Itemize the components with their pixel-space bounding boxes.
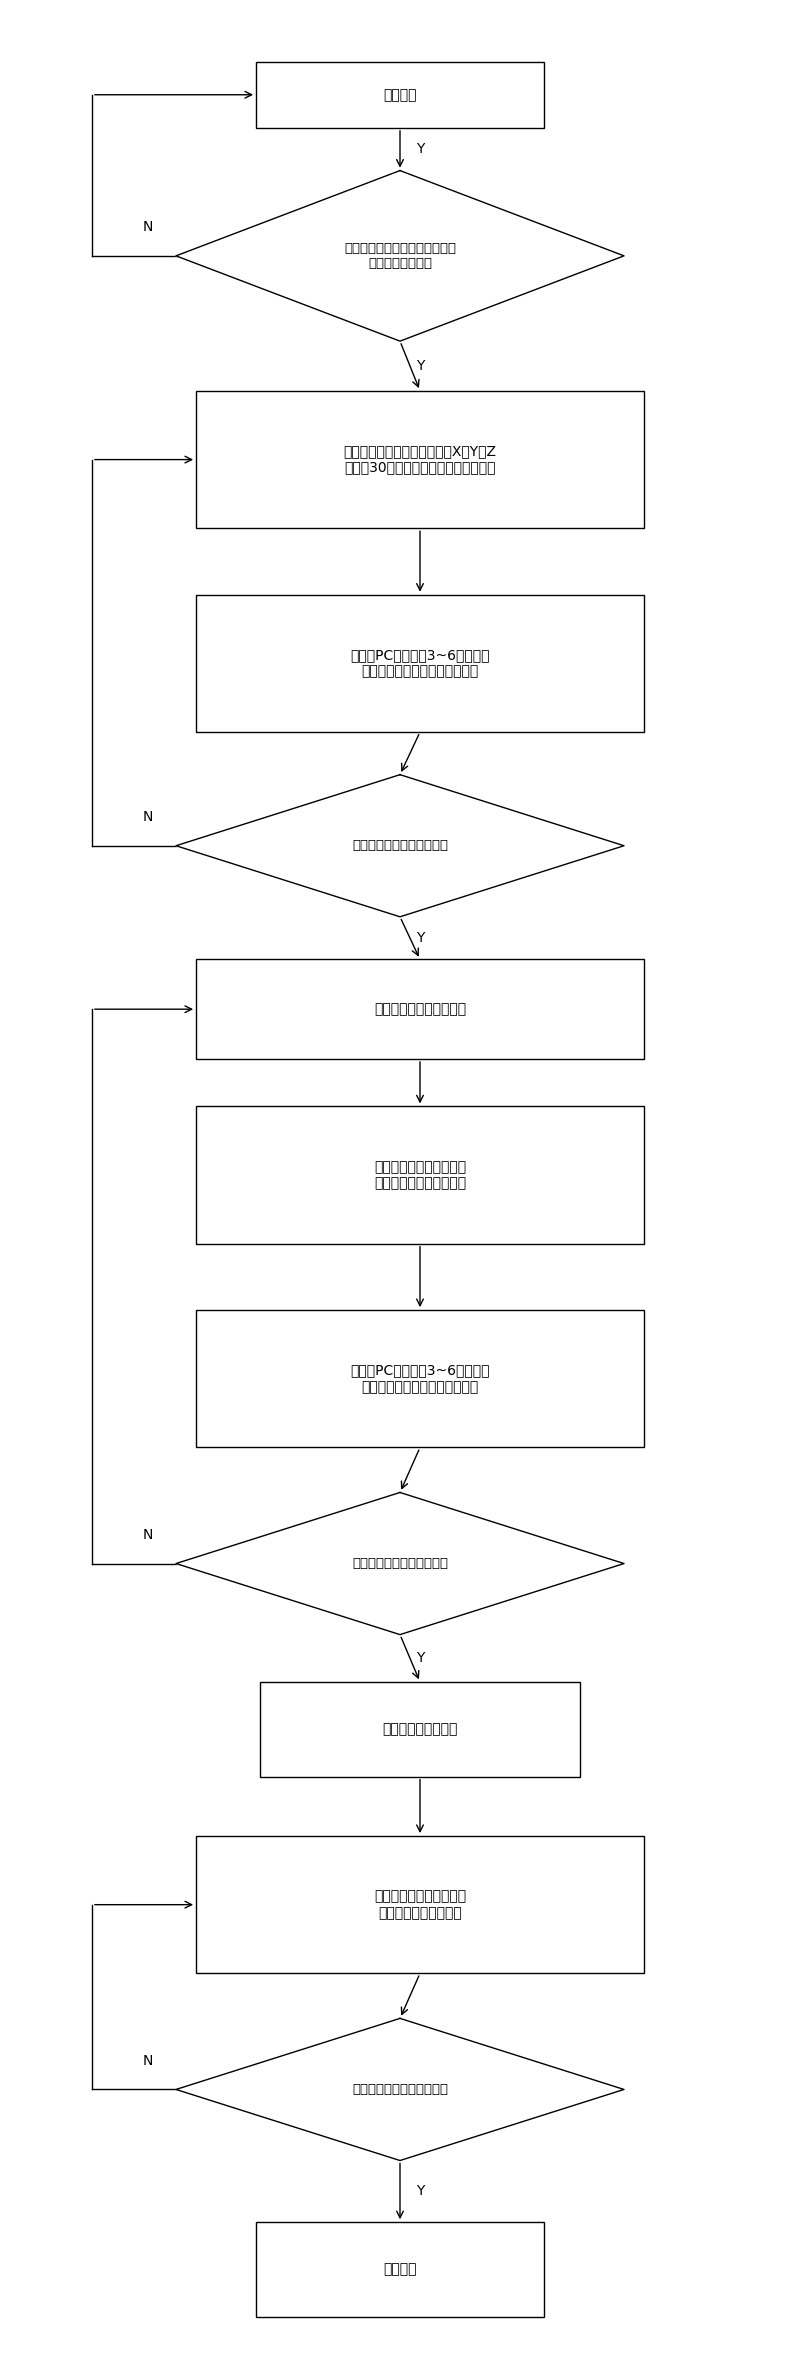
Polygon shape [176,775,624,917]
Text: 激光跟踪仪测量工具特征: 激光跟踪仪测量工具特征 [374,1002,466,1016]
Text: Y: Y [416,142,424,156]
Text: Y: Y [416,2184,424,2198]
Text: N: N [143,1528,153,1542]
Text: 标定完成: 标定完成 [383,2262,417,2277]
Text: N: N [143,2054,153,2068]
Text: Y: Y [416,1651,424,1665]
Bar [196,1310,644,1447]
Text: 系统评估：机器人、激光跟踪仪
全行程运动正常？: 系统评估：机器人、激光跟踪仪 全行程运动正常？ [344,242,456,270]
Text: N: N [143,810,153,824]
Text: 上位机PC拟合计算3~6个靶标在
机器人柔性工具坐标系下的位置: 上位机PC拟合计算3~6个靶标在 机器人柔性工具坐标系下的位置 [350,1365,490,1393]
Text: 系统自检: 系统自检 [383,88,417,102]
Bar [196,1836,644,1973]
Text: 标定评估：误差是否超差？: 标定评估：误差是否超差？ [352,2082,448,2097]
Text: Y: Y [416,931,424,945]
Text: 机器人分别绕末端手腕坐标系X、Y、Z
轴旋转30度激光跟踪仪测量靶标坐标值: 机器人分别绕末端手腕坐标系X、Y、Z 轴旋转30度激光跟踪仪测量靶标坐标值 [343,445,497,474]
Bar [256,62,544,128]
Text: 上位机PC拟合计算3~6个靶标在
机器人末端手腕坐标系下的位置: 上位机PC拟合计算3~6个靶标在 机器人末端手腕坐标系下的位置 [350,649,490,678]
Text: 标定评估：误差是否超差？: 标定评估：误差是否超差？ [352,839,448,853]
Text: 标定靶标工具坐标系: 标定靶标工具坐标系 [382,1722,458,1736]
Bar [196,595,644,732]
Bar [196,959,644,1059]
Text: 激光跟踪仪测量靶标在激
光跟踪仪坐标系下坐标值: 激光跟踪仪测量靶标在激 光跟踪仪坐标系下坐标值 [374,1161,466,1189]
Text: 标定评估：误差是否超差？: 标定评估：误差是否超差？ [352,1556,448,1571]
Bar [196,391,644,528]
Text: N: N [143,220,153,235]
Polygon shape [176,2018,624,2161]
Text: Y: Y [416,360,424,372]
Polygon shape [176,171,624,341]
Polygon shape [176,1492,624,1635]
Bar [260,1682,580,1777]
Bar [196,1106,644,1244]
Text: 上位机根据位姿匹配标定
机器人柔性工具坐标系: 上位机根据位姿匹配标定 机器人柔性工具坐标系 [374,1890,466,1919]
Bar [256,2222,544,2317]
